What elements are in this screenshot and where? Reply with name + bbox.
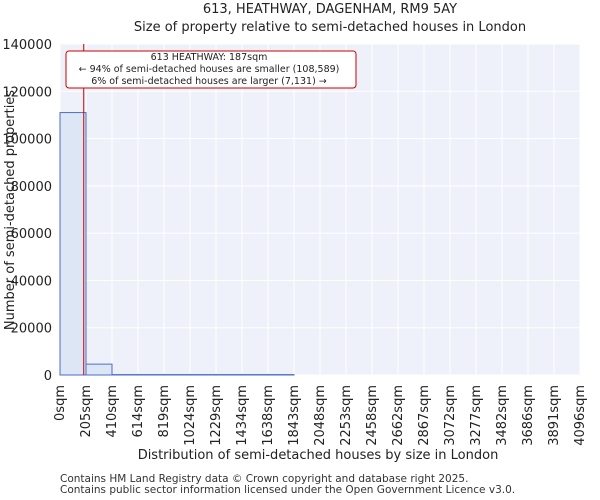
footer-line-1: Contains HM Land Registry data © Crown c… [60,473,469,485]
y-tick-label: 120000 [2,85,52,100]
x-tick-label: 1843sqm [287,385,302,446]
x-tick-label: 614sqm [131,385,146,438]
annotation-line-3: 6% of semi-detached houses are larger (7… [91,76,327,87]
x-tick-label: 3277sqm [469,385,484,446]
x-tick-label: 410sqm [105,385,120,438]
x-tick-label: 4096sqm [573,385,588,446]
y-tick-label: 100000 [2,133,52,148]
x-tick-label: 2458sqm [365,385,380,446]
x-tick-label: 1229sqm [209,385,224,446]
chart-title: 613, HEATHWAY, DAGENHAM, RM9 5AY [203,2,457,17]
y-tick-label: 60000 [11,227,52,242]
y-tick-label: 40000 [11,274,52,289]
y-axis-ticks: 0 20000 40000 60000 80000 100000 120000 140000 [2,38,52,384]
y-tick-label: 20000 [11,322,52,337]
x-tick-label: 2048sqm [313,385,328,446]
y-gridlines [60,43,580,376]
y-tick-label: 140000 [2,38,52,53]
annotation-box: 613 HEATHWAY: 187sqm ← 94% of semi-detac… [65,50,357,89]
x-tick-label: 2662sqm [391,385,406,446]
x-tick-label: 3482sqm [495,385,510,446]
histogram-bar [59,112,87,376]
x-tick-label: 1638sqm [261,385,276,446]
annotation-line-2: ← 94% of semi-detached houses are smalle… [79,64,340,75]
x-axis-label: Distribution of semi-detached houses by … [138,448,499,463]
x-tick-label: 819sqm [157,385,172,438]
x-axis-ticks: 0sqm 205sqm 410sqm 614sqm 819sqm 1024sqm 1229s… [53,385,588,446]
x-tick-label: 3072sqm [443,385,458,446]
y-axis-label: Number of semi-detached properties [3,90,18,330]
x-tick-label: 0sqm [53,385,68,421]
bars [59,112,295,376]
y-tick-label: 0 [44,369,52,384]
x-tick-label: 2253sqm [339,385,354,446]
x-tick-label: 3891sqm [547,385,562,446]
chart-subtitle: Size of property relative to semi-detach… [134,20,526,35]
y-tick-label: 80000 [11,180,52,195]
x-tick-label: 3686sqm [521,385,536,446]
x-gridlines [59,44,581,375]
x-tick-label: 2867sqm [417,385,432,446]
annotation-line-1: 613 HEATHWAY: 187sqm [151,52,268,63]
x-tick-label: 1434sqm [235,385,250,446]
histogram-bar [85,363,113,376]
x-tick-label: 1024sqm [183,385,198,446]
footer-line-2: Contains public sector information licen… [60,484,516,496]
annotation-border [65,50,357,89]
x-tick-label: 205sqm [79,385,94,438]
